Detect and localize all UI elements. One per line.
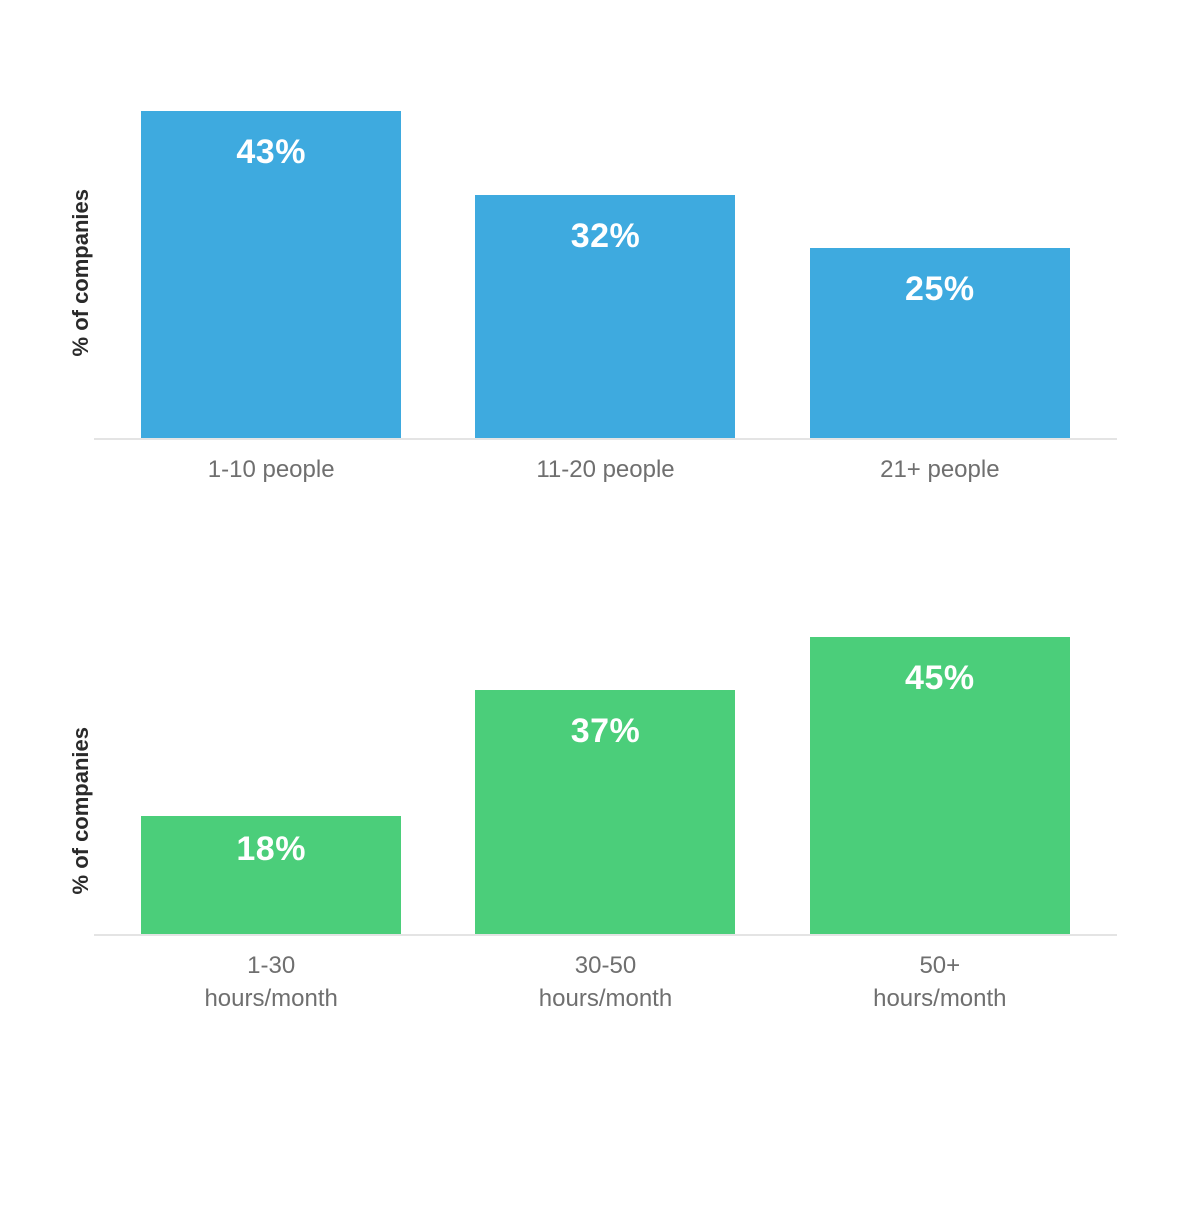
- bar-slot: 43%: [104, 111, 438, 438]
- people-chart-categories: 1-10 people11-20 people21+ people: [94, 440, 1117, 486]
- hours-chart-ylabel: % of companies: [60, 727, 94, 894]
- category-label: 21+ people: [773, 454, 1107, 486]
- category-label: 11-20 people: [438, 454, 772, 486]
- hours-chart-bars: 18% 37% 45%: [94, 606, 1117, 936]
- category-label: 1-10 people: [104, 454, 438, 486]
- people-chart-bars: 43% 32% 25%: [94, 60, 1117, 440]
- bar: 18%: [141, 816, 401, 935]
- bar-value-label: 37%: [571, 712, 641, 751]
- bar-slot: 32%: [438, 195, 772, 438]
- people-chart-plot: 43% 32% 25% 1-10 people11-20 people21+ peo…: [94, 60, 1117, 486]
- bar: 32%: [475, 195, 735, 438]
- people-chart: % of companies 43% 32% 25% 1-10 people11-2…: [60, 60, 1117, 486]
- bar-value-label: 18%: [236, 830, 306, 869]
- bar-value-label: 32%: [571, 217, 641, 256]
- page: % of companies 43% 32% 25% 1-10 people11-2…: [0, 0, 1177, 1115]
- people-chart-ylabel: % of companies: [60, 189, 94, 356]
- category-label: 30-50hours/month: [438, 950, 772, 1015]
- bar-slot: 18%: [104, 816, 438, 935]
- hours-chart-plot: 18% 37% 45% 1-30hours/month30-50hours/mont…: [94, 606, 1117, 1015]
- bar-slot: 37%: [438, 690, 772, 934]
- hours-chart-categories: 1-30hours/month30-50hours/month50+hours/…: [94, 936, 1117, 1015]
- bar-value-label: 45%: [905, 659, 975, 698]
- bar: 37%: [475, 690, 735, 934]
- bar-slot: 45%: [773, 637, 1107, 934]
- bar-value-label: 25%: [905, 270, 975, 309]
- bar: 43%: [141, 111, 401, 438]
- bar-slot: 25%: [773, 248, 1107, 438]
- bar: 25%: [810, 248, 1070, 438]
- category-label: 50+hours/month: [773, 950, 1107, 1015]
- category-label: 1-30hours/month: [104, 950, 438, 1015]
- hours-chart: % of companies 18% 37% 45% 1-30hours/month…: [60, 606, 1117, 1015]
- bar-value-label: 43%: [236, 133, 306, 172]
- bar: 45%: [810, 637, 1070, 934]
